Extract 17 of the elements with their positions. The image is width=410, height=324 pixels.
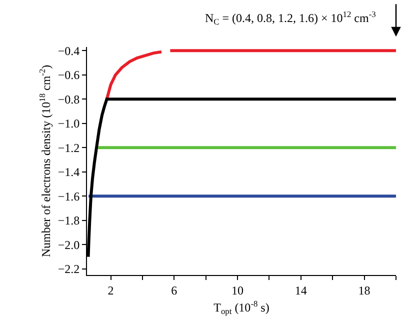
x-tick-label: 2 (108, 283, 114, 298)
annotation: N$_{C}$ = (0.4, 0.8, 1.2, 1.6) × 10$^{12}$ cm$^{-3}$ (205, 10, 376, 27)
y-tick-label: −1.2 (58, 140, 80, 155)
y-tick-label: −0.6 (58, 68, 80, 82)
x-tick-label: 18 (358, 283, 370, 298)
y-tick-label: −0.4 (58, 44, 80, 58)
x-tick-label: 6 (171, 283, 178, 298)
x-tick-label: 10 (232, 283, 244, 298)
y-tick-label: −1.8 (58, 214, 80, 228)
x-tick-label: 14 (294, 283, 307, 298)
y-tick-label: −0.8 (58, 92, 80, 106)
y-tick-label: −2.0 (58, 238, 80, 252)
x-axis-title: T$_{opt}$ (10$^{-8}$ s) (214, 299, 270, 316)
y-tick-label: −1.4 (58, 165, 80, 180)
y-tick-label: −2.2 (58, 262, 80, 276)
y-tick-label: −1.0 (58, 116, 80, 131)
y-tick-label: −1.6 (58, 189, 80, 204)
